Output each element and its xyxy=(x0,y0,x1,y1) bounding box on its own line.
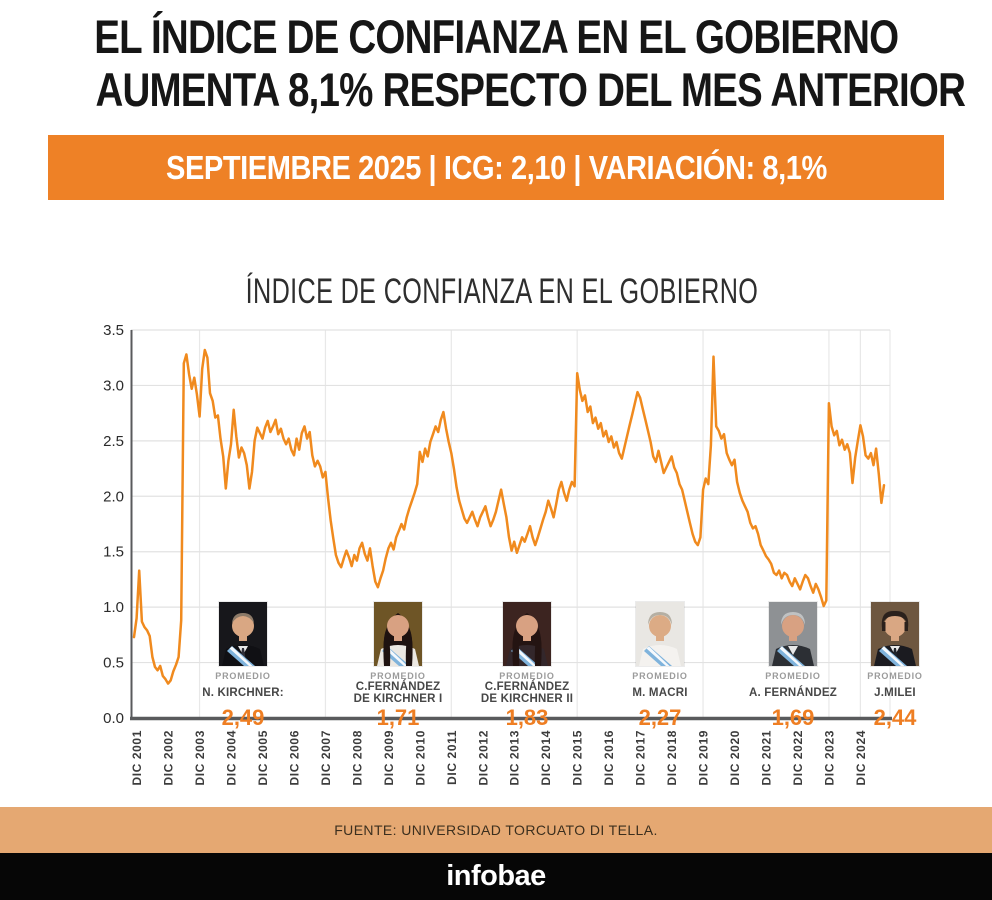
svg-text:DIC 2018: DIC 2018 xyxy=(665,730,679,786)
svg-text:DIC 2003: DIC 2003 xyxy=(193,730,207,786)
svg-text:DIC 2010: DIC 2010 xyxy=(413,730,427,786)
subtitle-banner: SEPTIEMBRE 2025 | ICG: 2,10 | VARIACIÓN:… xyxy=(48,135,944,200)
svg-text:DIC 2016: DIC 2016 xyxy=(602,730,616,786)
svg-text:DIC 2015: DIC 2015 xyxy=(571,730,585,786)
president-card: PROMEDIO J.MILEI 2,44 xyxy=(833,602,957,731)
svg-text:DIC 2014: DIC 2014 xyxy=(539,730,553,786)
promedio-label: PROMEDIO xyxy=(499,671,555,681)
y-axis-labels: 3.5 3.0 2.5 2.0 1.5 1.0 0.5 0.0 xyxy=(103,322,124,727)
svg-text:DIC 2019: DIC 2019 xyxy=(697,730,711,786)
headline-line2: AUMENTA 8,1% RESPECTO DEL MES ANTERIOR xyxy=(95,63,966,116)
x-axis-labels: DIC 2001 DIC 2002 DIC 2003 DIC 2004 DIC 2005… xyxy=(130,730,868,786)
promedio-label: PROMEDIO xyxy=(765,671,821,681)
svg-text:0.0: 0.0 xyxy=(103,710,124,727)
svg-text:DIC 2009: DIC 2009 xyxy=(382,730,396,786)
svg-text:2.0: 2.0 xyxy=(103,488,124,505)
president-card: PROMEDIO M. MACRI 2,27 xyxy=(598,602,722,731)
chart-title: ÍNDICE DE CONFIANZA EN EL GOBIERNO xyxy=(245,272,759,311)
president-average-value: 2,44 xyxy=(873,705,917,730)
president-average-value: 1,71 xyxy=(376,705,420,730)
svg-text:1.5: 1.5 xyxy=(103,544,124,561)
svg-text:DIC 2005: DIC 2005 xyxy=(256,730,270,786)
source-text: FUENTE: UNIVERSIDAD TORCUATO DI TELLA. xyxy=(334,822,658,838)
svg-text:DIC 2008: DIC 2008 xyxy=(350,730,364,786)
svg-text:DIC 2017: DIC 2017 xyxy=(634,730,648,786)
president-name: C.FERNÁNDEZ DE KIRCHNER I xyxy=(353,681,443,705)
president-card: PROMEDIO A. FERNÁNDEZ 1,69 xyxy=(731,602,855,731)
svg-text:3.0: 3.0 xyxy=(103,377,124,394)
promedio-label: PROMEDIO xyxy=(867,671,923,681)
promedio-label: PROMEDIO xyxy=(215,671,271,681)
svg-text:DIC 2007: DIC 2007 xyxy=(319,730,333,786)
icg-series-line xyxy=(132,348,886,685)
promedio-label: PROMEDIO xyxy=(632,671,688,681)
president-photo xyxy=(769,602,817,666)
president-card: PROMEDIO N. KIRCHNER: 2,49 xyxy=(181,602,305,731)
svg-text:0.5: 0.5 xyxy=(103,655,124,672)
president-photo xyxy=(636,602,684,666)
infobae-logo: infobae xyxy=(446,860,546,892)
president-card: PROMEDIO C.FERNÁNDEZ DE KIRCHNER I 1,71 xyxy=(336,602,460,731)
svg-text:DIC 2004: DIC 2004 xyxy=(225,730,239,786)
svg-text:2.5: 2.5 xyxy=(103,433,124,450)
president-photo xyxy=(219,602,267,666)
president-photo xyxy=(871,602,919,666)
svg-text:DIC 2001: DIC 2001 xyxy=(130,730,144,786)
logo-band: infobae xyxy=(0,853,992,900)
president-average-value: 2,49 xyxy=(221,705,265,730)
president-name: A. FERNÁNDEZ xyxy=(748,686,837,699)
promedio-label: PROMEDIO xyxy=(370,671,426,681)
president-name: J.MILEI xyxy=(874,686,916,699)
svg-text:DIC 2021: DIC 2021 xyxy=(759,730,773,786)
president-name: C.FERNÁNDEZ DE KIRCHNER II xyxy=(480,681,574,705)
svg-text:1.0: 1.0 xyxy=(103,599,124,616)
svg-text:DIC 2023: DIC 2023 xyxy=(822,730,836,786)
svg-text:3.5: 3.5 xyxy=(103,322,124,339)
svg-text:DIC 2002: DIC 2002 xyxy=(162,730,176,786)
svg-text:DIC 2020: DIC 2020 xyxy=(728,730,742,786)
president-card: PROMEDIO C.FERNÁNDEZ DE KIRCHNER II 1,83 xyxy=(465,602,589,731)
svg-text:DIC 2024: DIC 2024 xyxy=(854,730,868,786)
source-band: FUENTE: UNIVERSIDAD TORCUATO DI TELLA. xyxy=(0,807,992,853)
president-name: M. MACRI xyxy=(632,686,688,699)
president-average-value: 2,27 xyxy=(638,705,682,730)
president-photo xyxy=(374,602,422,666)
president-average-value: 1,83 xyxy=(505,705,549,730)
president-name: N. KIRCHNER: xyxy=(202,686,284,699)
headline: EL ÍNDICE DE CONFIANZA EN EL GOBIERNO AU… xyxy=(0,10,992,116)
axes xyxy=(130,330,892,721)
president-photo xyxy=(503,602,551,666)
svg-text:DIC 2013: DIC 2013 xyxy=(508,730,522,786)
svg-text:DIC 2012: DIC 2012 xyxy=(476,730,490,786)
svg-text:DIC 2006: DIC 2006 xyxy=(287,730,301,786)
svg-text:DIC 2022: DIC 2022 xyxy=(791,730,805,786)
headline-line1: EL ÍNDICE DE CONFIANZA EN EL GOBIERNO xyxy=(93,10,899,63)
banner-text: SEPTIEMBRE 2025 | ICG: 2,10 | VARIACIÓN:… xyxy=(165,148,827,186)
president-average-value: 1,69 xyxy=(771,705,815,730)
svg-text:DIC 2011: DIC 2011 xyxy=(445,730,459,785)
